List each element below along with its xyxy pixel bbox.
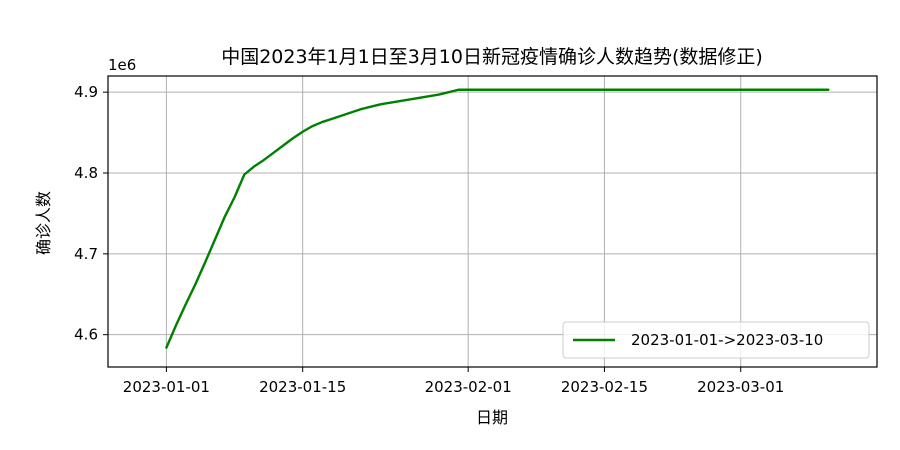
series-line [165, 88, 830, 349]
x-axis-label: 日期 [476, 408, 508, 427]
x-tick-label: 2023-01-01 [123, 378, 210, 396]
x-tick-label: 2023-02-01 [425, 378, 512, 396]
chart-title: 中国2023年1月1日至3月10日新冠疫情确诊人数趋势(数据修正) [221, 46, 763, 68]
y-tick-label: 4.8 [74, 164, 98, 182]
y-tick-label: 4.9 [74, 83, 98, 101]
legend-entry-label: 2023-01-01->2023-03-10 [631, 331, 823, 349]
x-axis: 2023-01-01 2023-01-15 2023-02-01 2023-02-15… [123, 367, 784, 396]
series-layer [165, 88, 830, 349]
y-tick-label: 4.6 [74, 326, 98, 344]
plot-frame [107, 75, 878, 368]
x-tick-label: 2023-02-15 [561, 378, 648, 396]
x-tick-label: 2023-01-15 [259, 378, 346, 396]
legend-box [562, 321, 870, 359]
legend: 2023-01-01->2023-03-10 [562, 321, 870, 359]
y-axis: 4.6 4.7 4.8 4.9 [74, 83, 108, 344]
y-tick-label: 4.7 [74, 245, 98, 263]
y-axis-label: 确诊人数 [34, 191, 53, 255]
x-tick-label: 2023-03-01 [697, 378, 784, 396]
y-offset-label: 1e6 [108, 56, 136, 74]
